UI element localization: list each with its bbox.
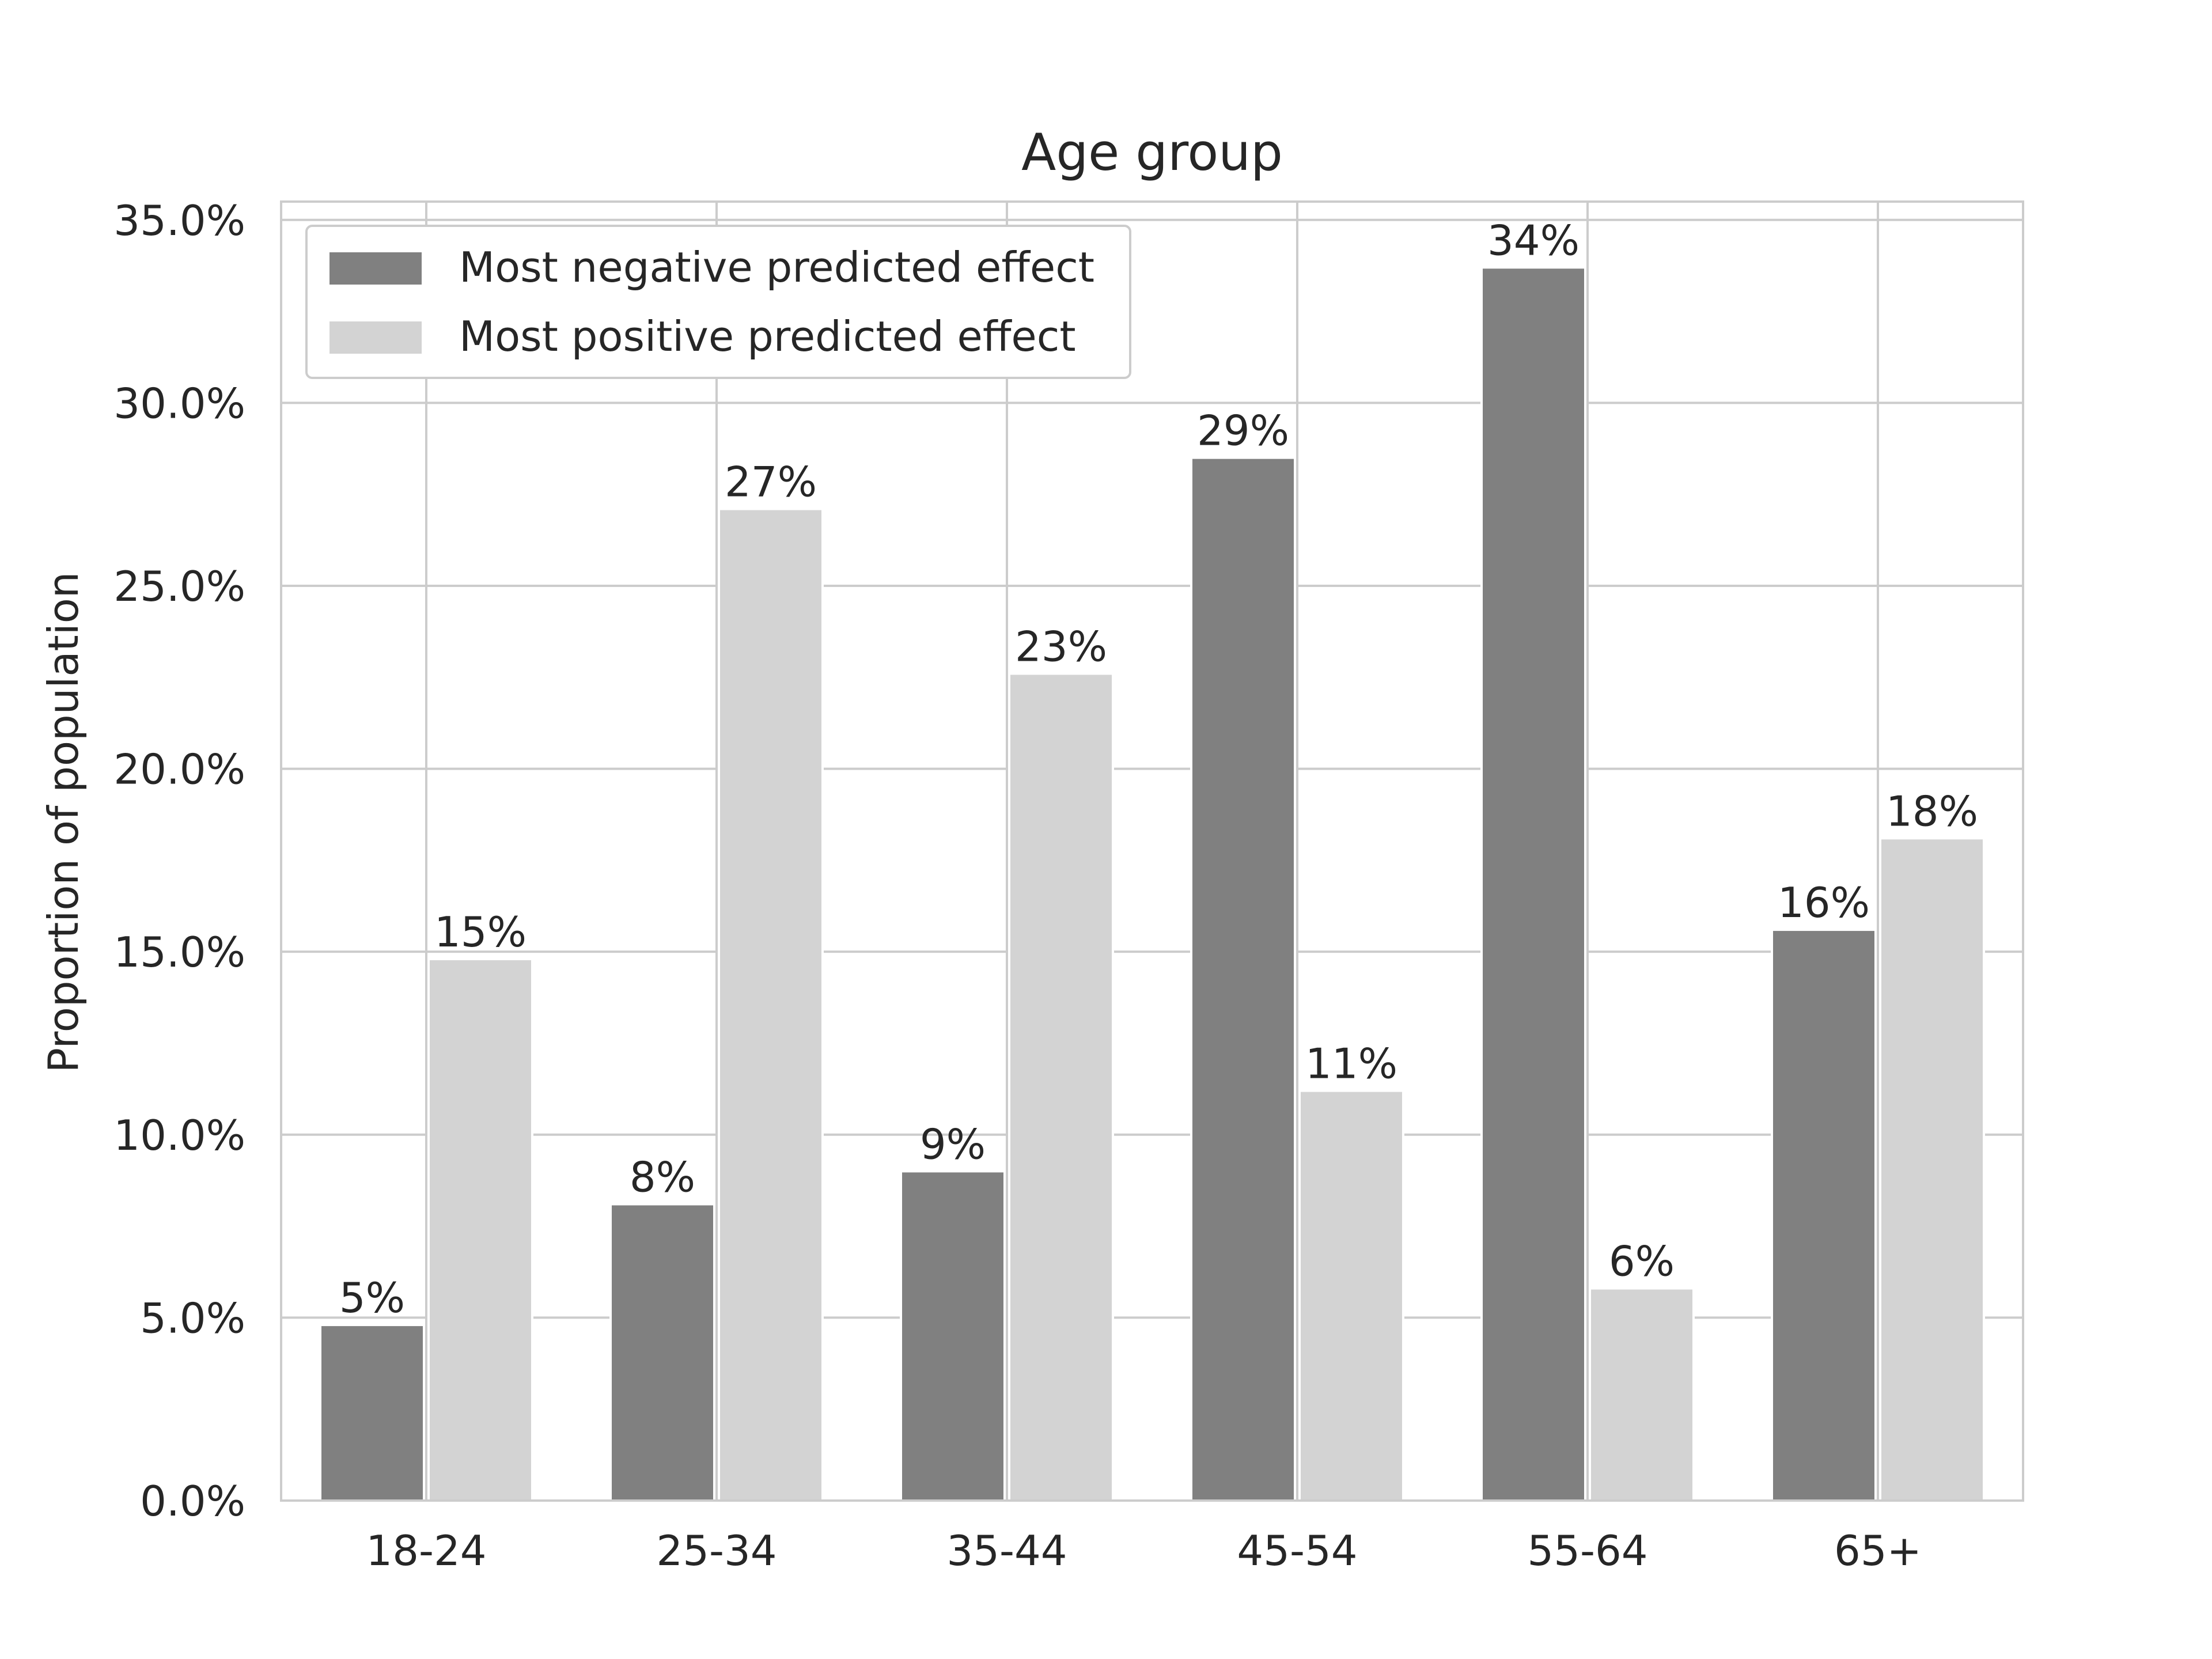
y-tick-label: 35.0% [113, 196, 245, 245]
legend-swatch [329, 252, 422, 285]
y-tick-label: 10.0% [113, 1111, 245, 1160]
bar-value-label: 11% [1305, 1040, 1397, 1088]
bar-value-label: 34% [1487, 216, 1580, 264]
x-tick-label: 55-64 [1527, 1527, 1647, 1575]
bar-value-label: 23% [1015, 622, 1107, 671]
bar-value-label: 5% [339, 1274, 405, 1322]
y-axis-label: Proportion of population [39, 572, 88, 1073]
y-tick-label: 30.0% [113, 379, 245, 427]
bar-value-label: 8% [630, 1153, 695, 1201]
y-tick-label: 0.0% [140, 1477, 245, 1525]
y-tick-label: 25.0% [113, 562, 245, 611]
bar-positive-18-24 [427, 957, 533, 1502]
bar-negative-65+ [1771, 929, 1877, 1502]
y-tick-label: 15.0% [113, 928, 245, 976]
x-tick-label: 65+ [1834, 1527, 1922, 1575]
bar-positive-25-34 [718, 507, 824, 1502]
bar-value-labels: 5% 15% 8% 27% 9% 23% 29% 11% 34% 6% 16% 18% [339, 216, 1978, 1322]
bar-negative-45-54 [1190, 456, 1296, 1502]
bar-negative-55-64 [1480, 266, 1586, 1502]
bar-positive-55-64 [1589, 1287, 1695, 1502]
plot-frame [280, 200, 2024, 1502]
bar-positive-35-44 [1008, 672, 1114, 1502]
bar-value-label: 27% [725, 458, 817, 506]
bar-value-label: 16% [1778, 878, 1870, 927]
bar-positive-65+ [1879, 837, 1985, 1502]
bar-negative-25-34 [609, 1203, 715, 1502]
bar-value-label: 29% [1197, 407, 1289, 455]
bar-negative-18-24 [319, 1324, 425, 1502]
gridlines [281, 202, 2023, 1502]
bar-value-label: 18% [1886, 787, 1978, 835]
legend-swatch [329, 321, 422, 354]
x-tick-label: 35-44 [946, 1527, 1067, 1575]
chart-title: Age group [1021, 123, 1283, 182]
y-tick-label: 20.0% [113, 745, 245, 794]
x-tick-label: 45-54 [1237, 1527, 1357, 1575]
bars [319, 266, 1985, 1502]
legend-box [305, 225, 1131, 379]
bar-value-label: 9% [920, 1120, 986, 1168]
legend: Most negative predicted effect Most posit… [305, 225, 1131, 379]
y-tick-label: 5.0% [140, 1294, 245, 1342]
bar-negative-35-44 [900, 1170, 1006, 1502]
legend-label: Most positive predicted effect [459, 312, 1076, 361]
x-tick-label: 18-24 [366, 1527, 486, 1575]
x-tick-label: 25-34 [656, 1527, 777, 1575]
x-axis: 18-24 25-34 35-44 45-54 55-64 65+ [366, 1527, 1922, 1575]
bar-value-label: 15% [434, 908, 527, 956]
bar-value-label: 6% [1609, 1237, 1675, 1286]
legend-label: Most negative predicted effect [459, 243, 1094, 291]
bar-positive-45-54 [1298, 1089, 1404, 1502]
y-axis: 0.0% 5.0% 10.0% 15.0% 20.0% 25.0% 30.0% 35.0% [113, 196, 245, 1525]
